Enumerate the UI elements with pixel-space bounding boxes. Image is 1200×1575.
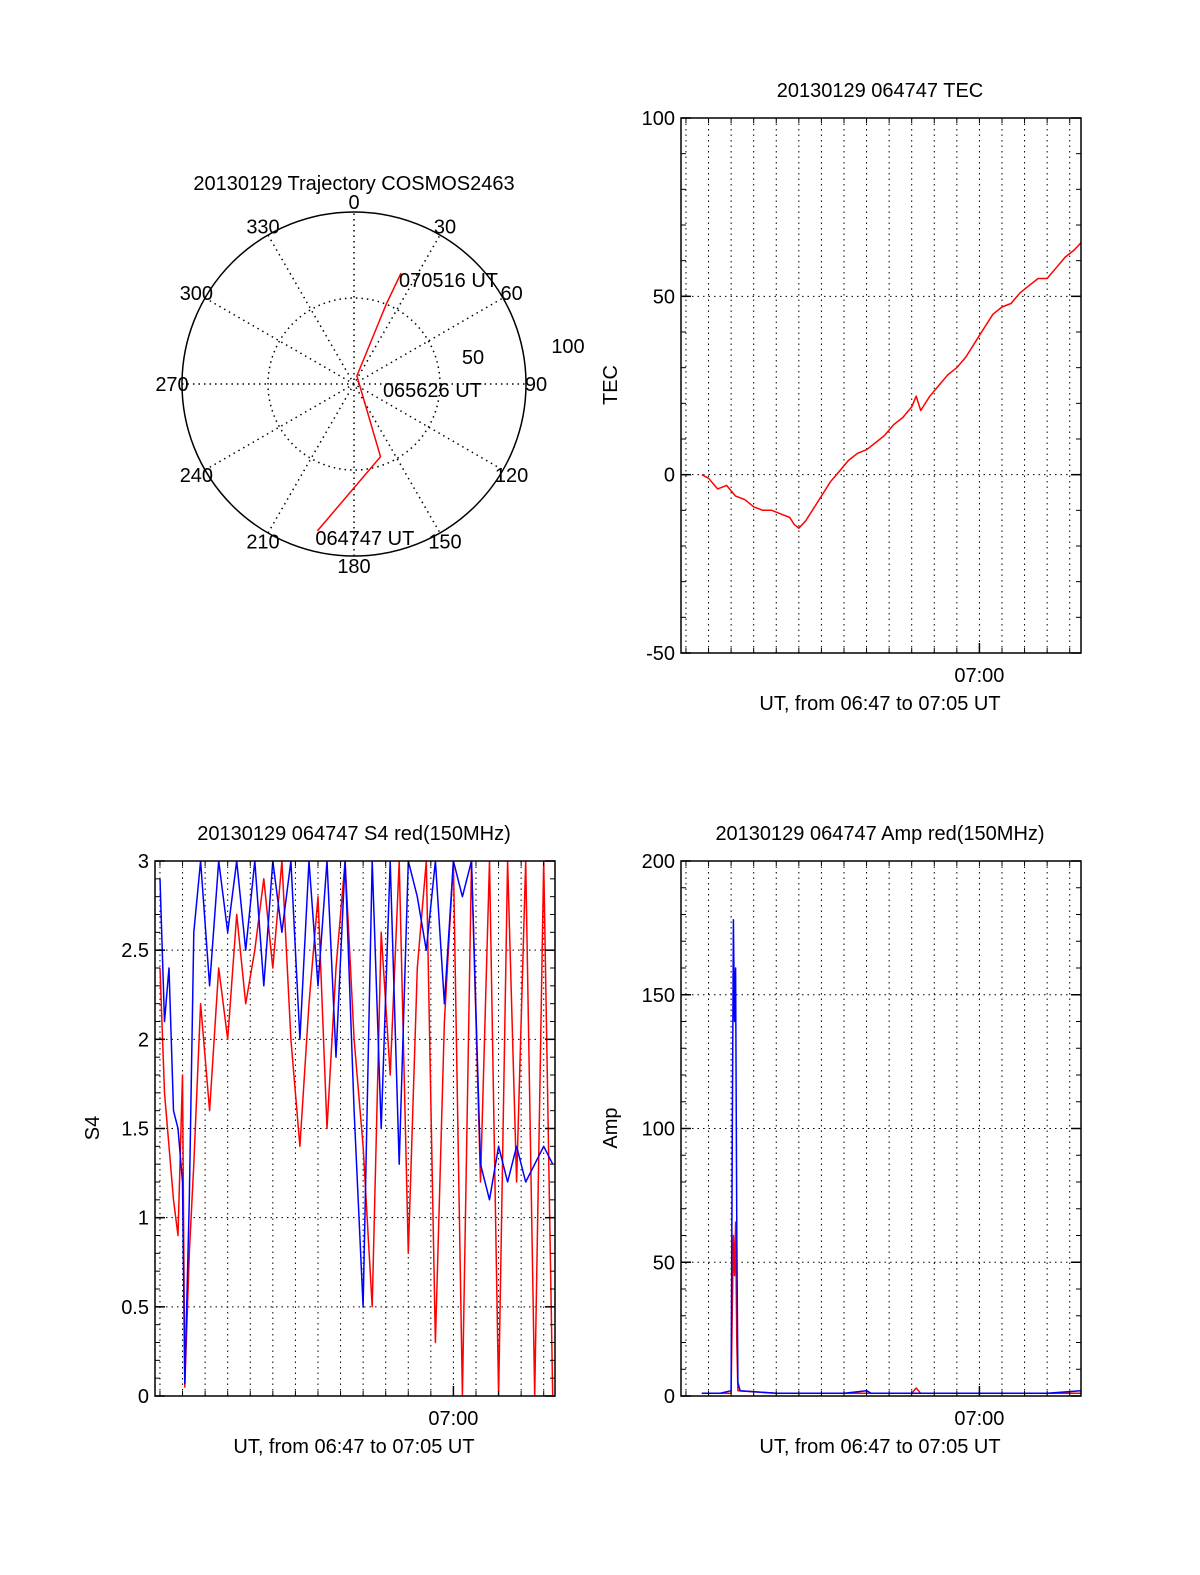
trajectory-time-label: 064747 UT xyxy=(315,528,414,550)
polar-radial-labels: 50 100 xyxy=(462,336,585,369)
polar-inner-ring xyxy=(267,297,441,471)
y-tick-label: 0 xyxy=(664,465,675,487)
angle-label-60: 60 xyxy=(500,283,522,305)
angle-label-270: 270 xyxy=(155,374,188,396)
data-series-line xyxy=(159,861,554,1385)
y-tick-label: 100 xyxy=(642,108,675,130)
chart-title: 20130129 064747 TEC xyxy=(777,80,983,102)
chart-title: 20130129 064747 S4 red(150MHz) xyxy=(197,823,511,845)
y-tick-label: -50 xyxy=(646,643,675,665)
y-tick-label: 2 xyxy=(138,1029,149,1051)
data-series-line xyxy=(701,242,1081,529)
series-group xyxy=(701,919,1081,1395)
x-axis-label: UT, from 06:47 to 07:05 UT xyxy=(233,1436,474,1458)
x-tick-label: 07:00 xyxy=(428,1408,478,1430)
y-tick-label: 200 xyxy=(642,851,675,873)
polar-grid xyxy=(181,211,527,557)
polar-series xyxy=(316,272,402,532)
y-tick-label: 0.5 xyxy=(121,1297,149,1319)
chart-title: 20130129 064747 Amp red(150MHz) xyxy=(715,823,1044,845)
series-group xyxy=(701,242,1081,529)
x-axis-label: UT, from 06:47 to 07:05 UT xyxy=(759,693,1000,715)
angle-label-90: 90 xyxy=(525,374,547,396)
trajectory-polar-chart: 20130129 Trajectory COSMOS2463 0 30 60 90 12… xyxy=(155,173,584,578)
angle-label-120: 120 xyxy=(495,465,528,487)
y-tick-label: 1.5 xyxy=(121,1119,149,1141)
y-tick-label: 0 xyxy=(664,1386,675,1408)
y-axis-label: S4 xyxy=(82,1116,104,1140)
trajectory-time-label: 065626 UT xyxy=(383,380,482,402)
plot-frame xyxy=(680,117,1082,654)
y-tick-label: 50 xyxy=(653,286,675,308)
x-axis-label: UT, from 06:47 to 07:05 UT xyxy=(759,1436,1000,1458)
y-tick-label: 150 xyxy=(642,985,675,1007)
angle-label-0: 0 xyxy=(348,192,359,214)
s4-plot-area: 0 0.5 1 1.5 2 2.5 3 07:00 xyxy=(121,851,556,1430)
angle-label-210: 210 xyxy=(246,532,279,554)
y-axis-label: Amp xyxy=(600,1107,622,1148)
y-tick-label: 0 xyxy=(138,1386,149,1408)
trajectory-line xyxy=(316,272,402,532)
data-series-line xyxy=(701,919,1081,1395)
angle-label-150: 150 xyxy=(428,532,461,554)
plot-frame xyxy=(680,860,1082,1397)
x-tick-label: 07:00 xyxy=(954,665,1004,687)
trajectory-time-label: 070516 UT xyxy=(399,270,498,292)
radial-label-100: 100 xyxy=(551,336,584,358)
y-tick-label: 1 xyxy=(138,1208,149,1230)
chart-title: 20130129 Trajectory COSMOS2463 xyxy=(193,173,514,195)
angle-label-180: 180 xyxy=(337,556,370,578)
angle-label-330: 330 xyxy=(246,216,279,238)
s4-chart: 20130129 064747 S4 red(150MHz) 0 0.5 1 1.5 2… xyxy=(82,823,556,1458)
tec-chart: 20130129 064747 TEC -50 0 50 100 07:00 TEC U… xyxy=(600,80,1082,715)
x-tick-label: 07:00 xyxy=(954,1408,1004,1430)
series-group xyxy=(159,861,554,1396)
y-axis-label: TEC xyxy=(600,365,622,405)
amp-plot-area: 0 50 100 150 200 07:00 xyxy=(642,851,1082,1430)
radial-label-50: 50 xyxy=(462,347,484,369)
y-tick-label: 2.5 xyxy=(121,940,149,962)
polar-spoke xyxy=(267,234,441,534)
data-series-line xyxy=(159,861,554,1396)
polar-annotations: 070516 UT 065626 UT 064747 UT xyxy=(315,270,498,550)
tec-plot-area: -50 0 50 100 07:00 xyxy=(642,108,1082,687)
y-tick-label: 100 xyxy=(642,1119,675,1141)
angle-label-30: 30 xyxy=(434,216,456,238)
y-tick-label: 3 xyxy=(138,851,149,873)
polar-angle-labels: 0 30 60 90 120 150 180 210 240 270 300 330 xyxy=(155,192,547,578)
y-tick-label: 50 xyxy=(653,1252,675,1274)
amp-chart: 20130129 064747 Amp red(150MHz) 0 50 100 15… xyxy=(600,823,1082,1458)
angle-label-240: 240 xyxy=(180,465,213,487)
angle-label-300: 300 xyxy=(180,283,213,305)
